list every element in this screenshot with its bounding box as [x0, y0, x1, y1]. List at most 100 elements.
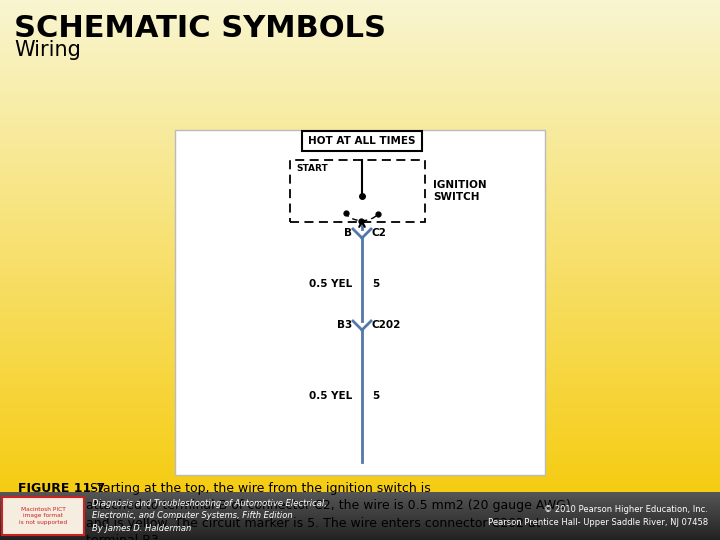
Bar — [0, 257, 720, 258]
Bar — [0, 77, 720, 78]
Bar — [0, 426, 720, 427]
Bar — [0, 280, 720, 281]
Bar — [0, 84, 720, 85]
Bar — [0, 292, 720, 293]
Bar — [0, 478, 720, 479]
Bar — [0, 136, 720, 137]
Bar — [0, 398, 720, 399]
Bar — [0, 207, 720, 208]
Text: Diagnosis and Troubleshooting of Automotive Electrical,
Electronic, and Computer: Diagnosis and Troubleshooting of Automot… — [92, 499, 327, 533]
Bar — [0, 24, 720, 25]
Text: B3: B3 — [337, 321, 352, 330]
Bar — [0, 308, 720, 309]
Bar — [0, 423, 720, 424]
Bar — [0, 189, 720, 190]
Bar — [0, 343, 720, 344]
Bar — [0, 411, 720, 412]
Bar — [0, 166, 720, 167]
Bar — [0, 438, 720, 439]
Bar — [0, 531, 720, 532]
Bar — [0, 133, 720, 134]
Bar — [0, 259, 720, 260]
Bar — [0, 138, 720, 139]
Bar — [0, 336, 720, 337]
Bar — [0, 74, 720, 75]
Bar — [0, 532, 720, 533]
Bar — [0, 310, 720, 311]
Bar — [0, 236, 720, 237]
Bar — [0, 67, 720, 68]
Bar — [0, 228, 720, 229]
Bar — [0, 395, 720, 396]
Bar — [0, 451, 720, 452]
Bar — [0, 477, 720, 478]
Bar — [0, 377, 720, 378]
Bar — [0, 13, 720, 14]
Bar — [0, 443, 720, 444]
Bar — [0, 514, 720, 515]
Bar — [0, 66, 720, 67]
Bar — [0, 229, 720, 230]
Bar — [0, 296, 720, 297]
Bar — [0, 408, 720, 409]
Bar — [0, 498, 720, 499]
Bar — [0, 482, 720, 483]
Text: 5: 5 — [372, 391, 379, 401]
Bar — [0, 174, 720, 175]
Bar — [0, 355, 720, 356]
Bar — [0, 211, 720, 212]
Bar — [0, 96, 720, 97]
Bar — [0, 415, 720, 416]
Bar — [0, 533, 720, 534]
Bar — [0, 76, 720, 77]
Bar — [0, 171, 720, 172]
Bar — [0, 237, 720, 238]
Bar — [0, 274, 720, 275]
Bar — [0, 52, 720, 53]
Text: C202: C202 — [372, 321, 401, 330]
Bar — [0, 492, 720, 493]
Bar — [0, 271, 720, 272]
Bar — [0, 523, 720, 524]
Bar — [0, 134, 720, 135]
Bar — [0, 16, 720, 17]
Bar — [0, 213, 720, 214]
Bar — [0, 129, 720, 130]
Bar — [0, 322, 720, 323]
Bar — [0, 493, 720, 494]
Bar — [0, 162, 720, 163]
Bar — [0, 344, 720, 345]
Bar — [0, 212, 720, 213]
Bar — [0, 535, 720, 536]
Bar — [0, 512, 720, 513]
Bar — [0, 288, 720, 289]
Bar — [0, 14, 720, 15]
Bar — [0, 410, 720, 411]
Bar — [0, 223, 720, 224]
Bar — [0, 413, 720, 414]
Bar — [0, 97, 720, 98]
Bar — [0, 261, 720, 262]
Bar — [0, 488, 720, 489]
Bar — [0, 346, 720, 347]
Bar — [0, 500, 720, 501]
Bar — [0, 356, 720, 357]
Bar — [0, 238, 720, 239]
Bar — [0, 107, 720, 108]
Bar — [0, 206, 720, 207]
Bar — [0, 214, 720, 215]
Bar — [0, 128, 720, 129]
Bar — [0, 297, 720, 298]
Bar — [0, 15, 720, 16]
Bar — [0, 301, 720, 302]
Bar — [0, 90, 720, 91]
Bar — [0, 164, 720, 165]
Bar — [0, 227, 720, 228]
Bar — [0, 188, 720, 189]
Text: Macintosh PICT
image format
is not supported: Macintosh PICT image format is not suppo… — [19, 507, 67, 525]
Bar — [0, 168, 720, 169]
Bar — [0, 516, 720, 517]
Bar — [0, 183, 720, 184]
Bar — [0, 0, 720, 1]
Bar — [0, 365, 720, 366]
